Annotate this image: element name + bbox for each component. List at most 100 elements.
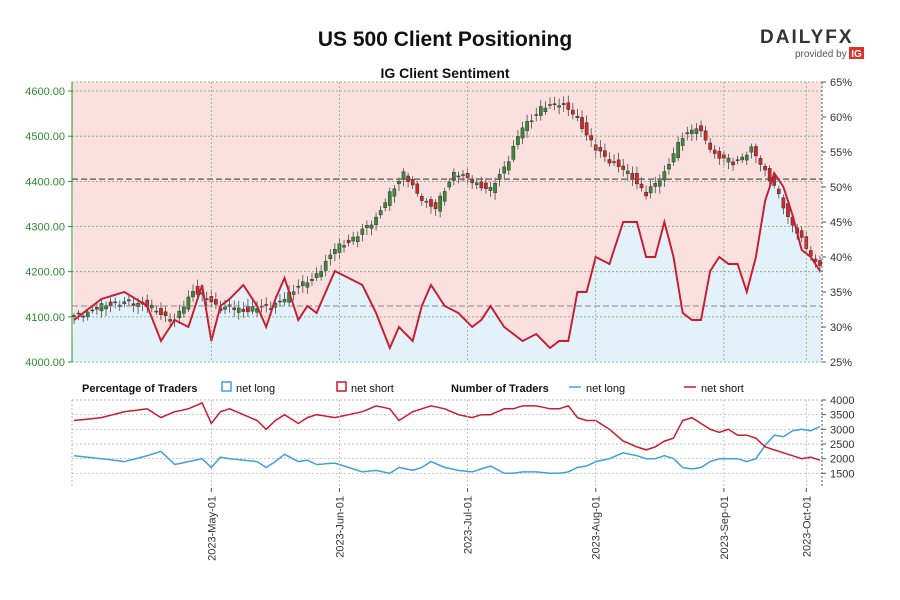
candle-body <box>525 121 529 131</box>
candle-body <box>314 273 319 278</box>
candle-body <box>127 299 131 302</box>
price-tick-label: 4600.00 <box>25 86 65 98</box>
pct-tick-label: 45% <box>830 217 852 229</box>
count-line-net-long <box>73 425 821 475</box>
candle-body <box>744 154 749 161</box>
candle-body <box>305 282 310 288</box>
candle-body <box>387 191 392 206</box>
pct-tick-label: 30% <box>830 322 852 334</box>
candle-body <box>282 299 287 303</box>
candle-body <box>250 306 255 312</box>
price-tick-label: 4200.00 <box>25 267 65 279</box>
candle-body <box>131 303 136 306</box>
price-tick-label: 4000.00 <box>25 357 65 369</box>
candle-body <box>351 236 355 242</box>
candle-body <box>474 182 479 185</box>
legend: Percentage of Traders net long net short… <box>82 381 744 395</box>
candle-body <box>511 145 516 160</box>
legend-num-short-label: net short <box>701 383 744 395</box>
pct-tick-label: 25% <box>830 357 852 369</box>
candle-body <box>520 127 525 139</box>
candle-body <box>163 311 168 316</box>
pct-tick-label: 40% <box>830 252 852 264</box>
candle-body <box>644 191 648 197</box>
candle-body <box>424 200 429 203</box>
chart-title: US 500 Client Positioning <box>318 28 572 51</box>
legend-pct-long-label: net long <box>236 383 275 395</box>
candle-body <box>694 128 699 134</box>
dailyfx-logo: DAILYFX provided by IG <box>760 27 864 60</box>
net-short-area <box>72 82 822 348</box>
candle-body <box>726 157 731 163</box>
pct-tick-label: 35% <box>830 287 852 299</box>
candle-body <box>108 301 113 306</box>
net-short-pct-line <box>73 170 821 351</box>
candle-body <box>291 291 296 295</box>
candle-body <box>639 183 644 189</box>
candle-body <box>625 170 630 174</box>
candle-body <box>447 181 452 188</box>
candle-body <box>95 306 99 310</box>
pct-tick-label: 65% <box>830 77 852 89</box>
candle-body <box>589 135 593 141</box>
candle-body <box>72 315 76 318</box>
candle-body <box>195 286 200 295</box>
candle-body <box>374 216 378 226</box>
candle-body <box>182 306 186 314</box>
candle-body <box>731 161 735 166</box>
candle-body <box>818 260 822 266</box>
candle-body <box>781 197 786 209</box>
candle-body <box>365 225 369 228</box>
candle-body <box>310 278 314 281</box>
candle-body <box>712 149 717 154</box>
candle-body <box>76 312 81 315</box>
count-tick-label: 3500 <box>830 410 854 422</box>
price-tick-label: 4100.00 <box>25 312 65 324</box>
candle-body <box>534 114 539 116</box>
count-tick-label: 2500 <box>830 439 854 451</box>
candle-body <box>777 188 781 194</box>
candle-body <box>85 311 90 317</box>
candle-body <box>278 300 282 303</box>
candle-body <box>420 196 424 201</box>
candle-body <box>799 230 804 238</box>
candle-body <box>355 236 360 243</box>
candle-body <box>360 228 365 235</box>
candle-body <box>557 105 561 108</box>
candle-body <box>479 181 484 189</box>
candle-body <box>616 159 621 167</box>
pct-tick-label: 55% <box>830 147 852 159</box>
count-line-net-short <box>73 401 821 461</box>
candle-body <box>648 186 653 194</box>
legend-pct-long-swatch <box>221 381 232 392</box>
candle-body <box>580 117 584 129</box>
candle-body <box>685 132 690 135</box>
date-tick-label: 2023-Jul-01 <box>463 496 475 554</box>
candle-body <box>630 173 635 180</box>
candle-body <box>415 183 420 194</box>
net-long-area <box>72 173 822 362</box>
candle-body <box>740 156 744 161</box>
price-tick-label: 4400.00 <box>25 176 65 188</box>
candle-body <box>690 129 694 134</box>
candle-body <box>236 307 241 313</box>
candle-body <box>81 315 85 318</box>
candle-body <box>658 180 662 187</box>
candle-body <box>150 304 154 309</box>
candle-body <box>708 142 712 150</box>
candle-body <box>328 254 333 259</box>
candle-body <box>461 174 465 176</box>
candle-body <box>763 165 767 171</box>
candle-body <box>735 159 740 161</box>
candle-body <box>758 158 763 165</box>
candle-body <box>456 175 461 178</box>
candle-body <box>548 104 552 106</box>
candle-body <box>410 179 415 186</box>
candle-body <box>493 183 497 193</box>
candle-body <box>598 147 603 152</box>
candle-body <box>603 150 607 157</box>
candle-body <box>662 171 667 181</box>
date-tick-label: 2023-Sep-01 <box>719 496 731 560</box>
candle-body <box>566 102 571 110</box>
candle-body <box>680 138 685 146</box>
